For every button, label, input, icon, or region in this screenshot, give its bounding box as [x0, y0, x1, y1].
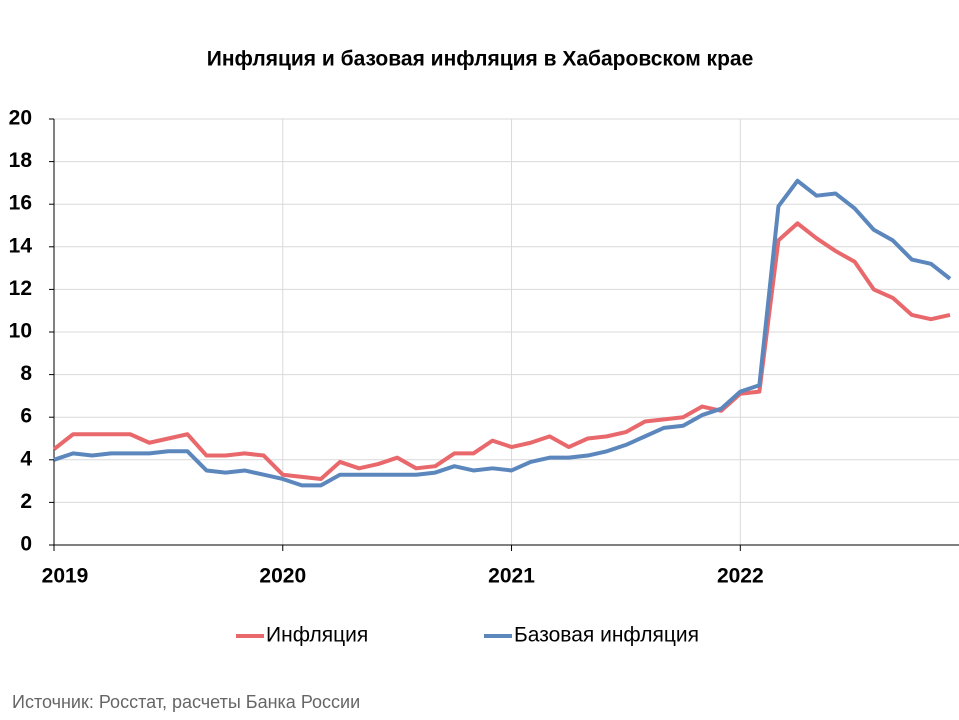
source-note: Источник: Росстат, расчеты Банка России — [12, 692, 360, 712]
x-tick-label: 2019 — [42, 565, 89, 588]
x-tick-label: 2020 — [259, 565, 306, 588]
y-tick-label: 16 — [9, 192, 32, 215]
x-tick-label: 2022 — [717, 565, 764, 588]
y-tick-label: 14 — [9, 234, 33, 257]
series-line — [52, 221, 951, 481]
y-tick-label: 2 — [20, 490, 32, 513]
y-tick-label: 6 — [20, 405, 32, 428]
y-tick-label: 8 — [20, 362, 32, 385]
series-line — [53, 178, 952, 488]
y-tick-label: 10 — [9, 320, 32, 343]
y-tick-label: 20 — [9, 107, 32, 130]
y-tick-label: 0 — [20, 533, 32, 556]
legend-label: Базовая инфляция — [514, 624, 699, 647]
y-tick-label: 18 — [9, 149, 33, 172]
chart-title: Инфляция и базовая инфляция в Хабаровско… — [207, 48, 754, 71]
x-tick-label: 2021 — [488, 565, 535, 588]
y-tick-label: 12 — [9, 277, 32, 300]
legend-label: Инфляция — [266, 624, 368, 647]
y-tick-label: 4 — [20, 447, 32, 470]
